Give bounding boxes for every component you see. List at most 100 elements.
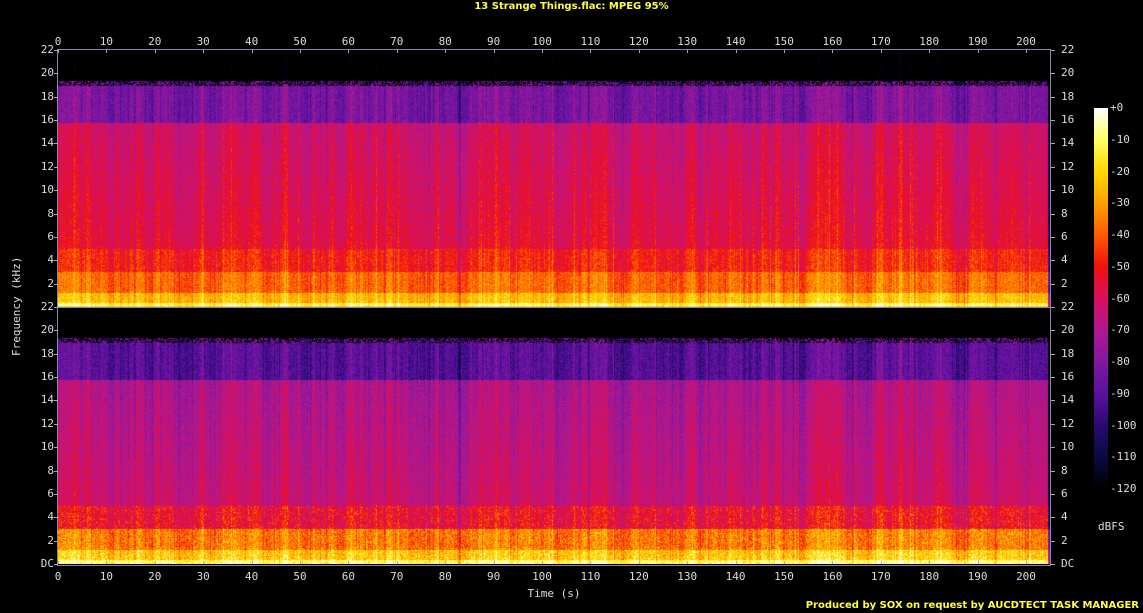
y-tick-left [54,377,58,379]
y-tick-left [54,50,58,51]
x-tick-bottom [203,561,205,564]
y-tick-label-right: 10 [1061,440,1075,454]
y-tick-label-right: 16 [1061,113,1075,127]
y-tick-left [54,400,58,402]
colorbar-tick-label: -20 [1110,164,1130,178]
x-tick-bottom [154,561,156,564]
colorbar-tick-label: -30 [1110,196,1130,210]
x-tick-label-bottom: 50 [293,570,307,583]
y-tick-label-right: 22 [1061,43,1075,56]
x-axis-label: Time (s) [527,587,581,600]
colorbar-tick-label: -40 [1110,228,1130,241]
spectrogram-canvas [58,50,1050,564]
x-tick-label-top: 60 [341,35,356,48]
y-tick-label-left: 8 [47,206,54,220]
y-tick-left [54,353,58,355]
y-tick-label-left: 20 [40,323,54,337]
y-tick-label-left: 4 [47,510,54,524]
y-tick-label-left: 2 [47,533,54,547]
y-tick-label-left: 16 [40,113,54,127]
x-tick-top [929,50,931,53]
y-tick-label-left: 22 [40,300,54,313]
y-tick-right [1051,283,1055,285]
x-tick-label-bottom: 170 [870,570,891,583]
y-tick-right [1051,330,1055,332]
x-tick-label-bottom: 120 [628,570,649,583]
x-tick-bottom [445,561,447,564]
y-tick-right [1051,517,1055,519]
y-tick-label-right: 22 [1061,300,1075,313]
y-tick-right [1051,493,1055,495]
y-tick-label-right: 6 [1061,486,1068,500]
y-tick-label-left: 18 [40,346,54,360]
y-tick-label-right: 12 [1061,159,1075,173]
y-tick-right [1051,213,1055,215]
x-tick-label-bottom: 60 [341,570,356,583]
x-tick-label-bottom: 80 [438,570,452,583]
x-tick-top [880,50,882,53]
y-tick-left [54,283,58,285]
colorbar-tick-label: +0 [1110,101,1124,114]
x-tick-label-top: 180 [919,35,940,48]
y-tick-label-right: 14 [1061,393,1075,407]
x-tick-bottom [542,561,543,564]
colorbar-tick-label: -100 [1110,418,1137,432]
y-tick-label-left: 14 [40,136,54,150]
colorbar-unit: dBFS [1098,520,1125,533]
x-tick-label-bottom: 160 [822,570,843,583]
y-tick-left [54,143,58,145]
x-tick-bottom [106,561,108,564]
y-tick-label-left: 10 [40,440,54,454]
x-tick-label-bottom: 150 [774,570,794,583]
y-tick-label-right: 2 [1061,533,1068,547]
y-tick-left [54,166,58,168]
x-tick-label-top: 150 [774,35,794,48]
y-tick-left [54,564,58,565]
y-tick-label-left: 2 [47,276,54,290]
y-axis-label: Frequency (kHz) [10,256,23,356]
y-tick-left [54,213,58,215]
x-tick-top [493,50,495,53]
x-tick-label-top: 50 [293,35,307,48]
x-tick-bottom [929,561,931,564]
y-tick-label-left: 20 [40,66,54,80]
x-tick-label-bottom: 140 [725,570,746,583]
x-tick-bottom [977,561,979,564]
x-tick-top [638,50,640,53]
y-tick-label-right: 18 [1061,89,1075,103]
x-tick-top [735,50,737,53]
x-tick-bottom [784,561,785,564]
colorbar-tick-label: -60 [1110,291,1130,305]
y-tick-label-left: 6 [47,229,54,243]
y-tick-right [1051,143,1055,145]
y-tick-label-right: 14 [1061,136,1075,150]
y-tick-label-right: 4 [1061,510,1068,524]
colorbar-tick-label: -70 [1110,323,1130,337]
x-tick-bottom [300,561,301,564]
y-tick-label-left: 8 [47,463,54,477]
y-tick-label-right: DC [1061,557,1075,570]
y-tick-label-right: 8 [1061,206,1068,220]
y-tick-right [1051,447,1055,449]
x-tick-label-top: 130 [677,35,698,48]
x-tick-label-bottom: 10 [99,570,114,583]
x-tick-top [977,50,979,53]
y-tick-right [1051,50,1055,51]
credit-text: Produced by SOX on request by AUCDTECT T… [805,600,1139,611]
y-tick-label-left: DC [40,557,54,570]
y-tick-left [54,307,58,308]
y-tick-left [54,260,58,262]
x-tick-top [590,50,592,53]
x-tick-bottom [735,561,737,564]
y-tick-label-right: 20 [1061,323,1075,337]
colorbar-tick-label: -90 [1110,386,1130,400]
colorbar-tick-label: -50 [1110,259,1130,273]
x-tick-label-top: 200 [1016,35,1036,48]
x-tick-label-bottom: 100 [532,570,552,583]
x-tick-label-bottom: 0 [54,570,62,583]
x-tick-bottom [880,561,882,564]
x-tick-bottom [1026,561,1027,564]
x-tick-top [687,50,689,53]
y-tick-left [54,470,58,472]
x-tick-label-bottom: 110 [580,570,601,583]
